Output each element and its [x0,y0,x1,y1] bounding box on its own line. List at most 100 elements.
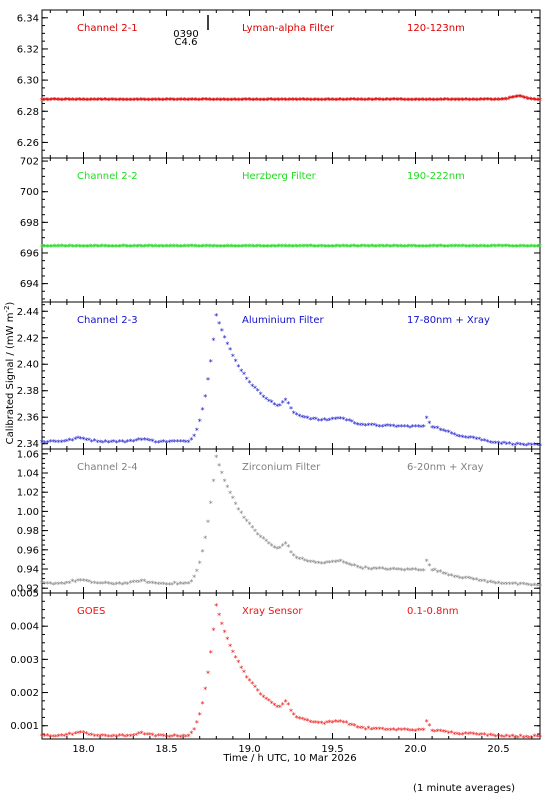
data-point: * [68,97,72,106]
data-point: * [115,581,119,590]
data-point: * [69,243,73,252]
data-point: * [160,96,164,105]
data-point: * [408,243,412,252]
data-point: * [510,243,514,252]
data-point: * [167,733,171,742]
data-point: * [178,580,182,589]
data-point: * [156,581,160,590]
panel-filter-label: Xray Sensor [242,606,303,617]
data-point: * [430,424,434,433]
data-point: * [122,243,126,252]
data-point: * [444,243,448,252]
data-point: * [499,580,503,589]
data-point: * [480,731,484,740]
data-point: * [404,243,408,252]
data-point: * [466,731,470,740]
data-point: * [59,438,63,447]
data-point: * [43,243,47,252]
y-tick-label: 1.00 [17,507,39,518]
data-point: * [200,406,204,415]
data-point: * [364,564,368,573]
data-point: * [378,423,382,432]
data-point: * [167,581,171,590]
data-point: * [384,96,388,105]
series-3-points: ****************************************… [40,312,542,451]
data-point: * [187,243,191,252]
data-point: * [70,243,74,252]
data-point: * [250,382,254,391]
data-point: * [223,477,227,486]
data-point: * [436,728,440,737]
data-point: * [245,375,249,384]
data-point: * [532,243,536,252]
data-point: * [466,434,470,443]
data-point: * [176,438,180,447]
data-point: * [225,484,229,493]
data-point: * [66,96,70,105]
data-point: * [198,560,202,569]
data-point: * [87,96,91,105]
data-point: * [48,243,52,252]
data-point: * [452,573,456,582]
data-point: * [259,391,263,400]
data-point: * [220,327,224,336]
data-point: * [422,96,426,105]
data-point: * [473,243,477,252]
data-point: * [176,243,180,252]
data-point: * [339,243,343,252]
data-point: * [73,243,77,252]
data-point: * [195,96,199,105]
data-point: * [43,733,47,742]
data-point: * [283,396,287,405]
data-point: * [228,96,232,105]
data-point: * [141,96,145,105]
data-point: * [239,97,243,106]
data-point: * [170,733,174,742]
data-point: * [109,580,113,589]
data-point: * [524,733,528,742]
data-point: * [111,243,115,252]
data-point: * [270,542,274,551]
data-point: * [516,93,520,102]
data-point: * [51,581,55,590]
data-point: * [419,243,423,252]
data-point: * [494,439,498,448]
data-point: * [156,96,160,105]
data-point: * [223,628,227,637]
data-point: * [409,243,413,252]
data-point: * [212,97,216,106]
data-point: * [82,577,86,586]
data-point: * [109,243,113,252]
data-point: * [534,96,538,105]
data-point: * [419,726,423,735]
data-point: * [70,96,74,105]
data-point: * [131,579,135,588]
data-point: * [337,243,341,252]
data-point: * [117,438,121,447]
data-point: * [456,96,460,105]
data-point: * [112,438,116,447]
data-point: * [380,423,384,432]
data-point: * [474,96,478,105]
data-point: * [209,243,213,252]
data-point: * [355,563,359,572]
data-point: * [436,243,440,252]
data-point: * [267,96,271,105]
data-point: * [209,649,213,658]
data-point: * [449,96,453,105]
y-tick-label: 0.003 [10,655,39,666]
data-point: * [87,732,91,741]
data-point: * [117,732,121,741]
data-point: * [351,243,355,252]
data-point: * [48,580,52,589]
data-point: * [463,96,467,105]
data-point: * [498,243,502,252]
y-tick-label: 6.30 [17,76,39,87]
y-tick-label: 0.96 [17,545,39,556]
data-point: * [336,243,340,252]
data-point: * [61,243,65,252]
data-point: * [243,243,247,252]
data-point: * [422,727,426,736]
data-point: * [311,719,315,728]
data-point: * [263,243,267,252]
